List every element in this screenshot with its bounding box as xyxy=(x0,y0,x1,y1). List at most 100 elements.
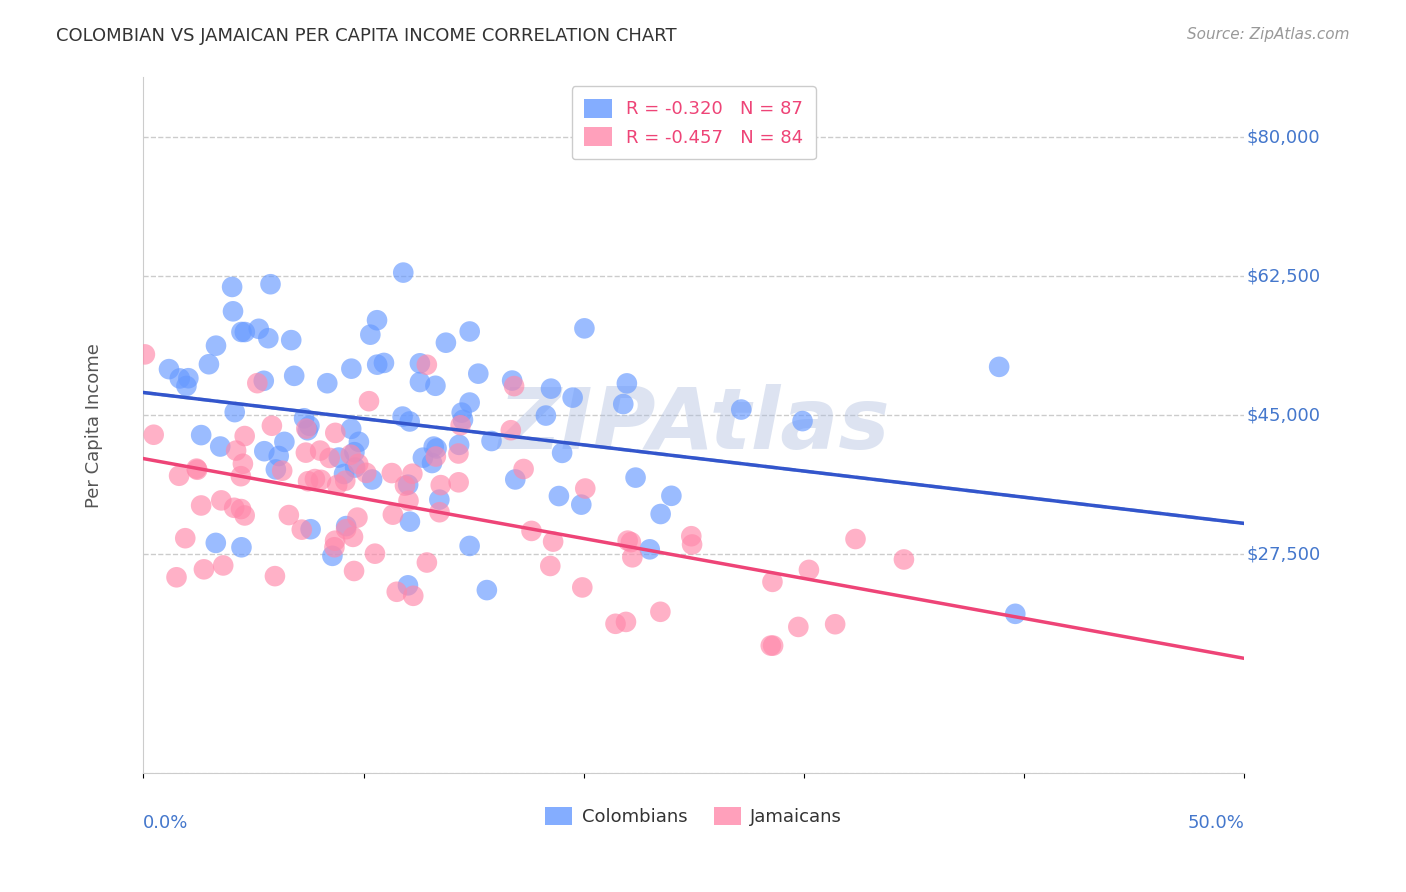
Colombians xyxy=(321,549,343,563)
Jamaicans xyxy=(339,448,361,462)
Jamaicans xyxy=(346,510,368,524)
Colombians xyxy=(231,541,253,555)
Colombians xyxy=(548,489,571,503)
Jamaicans xyxy=(605,616,627,631)
Colombians xyxy=(347,434,370,449)
Jamaicans xyxy=(291,523,314,537)
Jamaicans xyxy=(520,524,543,538)
Jamaicans xyxy=(450,418,472,433)
Jamaicans xyxy=(447,475,470,490)
Jamaicans xyxy=(416,358,439,372)
Jamaicans xyxy=(142,427,165,442)
Jamaicans xyxy=(309,443,332,458)
Jamaicans xyxy=(761,574,783,589)
Jamaicans xyxy=(394,478,416,492)
Jamaicans xyxy=(381,466,404,480)
Colombians xyxy=(280,333,302,347)
Jamaicans xyxy=(402,589,425,603)
Jamaicans xyxy=(186,463,208,477)
Jamaicans xyxy=(425,450,447,464)
Colombians xyxy=(264,462,287,476)
Text: 0.0%: 0.0% xyxy=(143,814,188,832)
Jamaicans xyxy=(335,522,357,536)
Colombians xyxy=(231,325,253,339)
Colombians xyxy=(267,449,290,463)
Colombians xyxy=(247,322,270,336)
Colombians xyxy=(343,445,366,459)
Text: $27,500: $27,500 xyxy=(1247,545,1320,563)
Colombians xyxy=(297,423,319,437)
Colombians xyxy=(1004,607,1026,621)
Colombians xyxy=(366,313,388,327)
Jamaicans xyxy=(354,466,377,480)
Jamaicans xyxy=(323,533,346,548)
Colombians xyxy=(392,266,415,280)
Colombians xyxy=(198,357,221,371)
Jamaicans xyxy=(759,639,782,653)
Colombians xyxy=(420,456,443,470)
Legend: Colombians, Jamaicans: Colombians, Jamaicans xyxy=(538,799,849,833)
Jamaicans xyxy=(844,532,866,546)
Jamaicans xyxy=(650,605,672,619)
Jamaicans xyxy=(297,474,319,488)
Colombians xyxy=(224,405,246,419)
Colombians xyxy=(316,376,339,391)
Jamaicans xyxy=(824,617,846,632)
Text: COLOMBIAN VS JAMAICAN PER CAPITA INCOME CORRELATION CHART: COLOMBIAN VS JAMAICAN PER CAPITA INCOME … xyxy=(56,27,676,45)
Jamaicans xyxy=(209,493,232,508)
Colombians xyxy=(333,467,356,481)
Colombians xyxy=(335,519,357,533)
Jamaicans xyxy=(295,445,318,459)
Colombians xyxy=(205,339,228,353)
Colombians xyxy=(569,498,592,512)
Text: 50.0%: 50.0% xyxy=(1188,814,1244,832)
Jamaicans xyxy=(416,556,439,570)
Jamaicans xyxy=(174,531,197,545)
Jamaicans xyxy=(429,478,451,492)
Jamaicans xyxy=(186,461,208,475)
Colombians xyxy=(661,489,683,503)
Jamaicans xyxy=(787,620,810,634)
Colombians xyxy=(209,440,232,454)
Colombians xyxy=(359,327,381,342)
Jamaicans xyxy=(190,499,212,513)
Colombians xyxy=(650,507,672,521)
Colombians xyxy=(361,473,384,487)
Jamaicans xyxy=(503,379,526,393)
Colombians xyxy=(344,460,367,475)
Text: ZIPAtlas: ZIPAtlas xyxy=(498,384,890,467)
Colombians xyxy=(396,477,419,491)
Jamaicans xyxy=(326,478,349,492)
Colombians xyxy=(458,539,481,553)
Colombians xyxy=(449,438,471,452)
Colombians xyxy=(467,367,489,381)
Colombians xyxy=(426,442,449,456)
Colombians xyxy=(481,434,503,448)
Colombians xyxy=(176,379,198,393)
Colombians xyxy=(551,446,574,460)
Colombians xyxy=(273,434,295,449)
Text: $80,000: $80,000 xyxy=(1247,128,1320,146)
Jamaicans xyxy=(225,443,247,458)
Jamaicans xyxy=(347,457,370,471)
Colombians xyxy=(222,304,245,318)
Jamaicans xyxy=(229,502,252,516)
Jamaicans xyxy=(571,581,593,595)
Colombians xyxy=(299,522,322,536)
Colombians xyxy=(638,542,661,557)
Jamaicans xyxy=(398,493,420,508)
Jamaicans xyxy=(893,552,915,566)
Jamaicans xyxy=(681,529,703,543)
Jamaicans xyxy=(229,469,252,483)
Jamaicans xyxy=(212,558,235,573)
Colombians xyxy=(730,402,752,417)
Colombians xyxy=(475,583,498,598)
Colombians xyxy=(169,371,191,385)
Colombians xyxy=(425,378,447,392)
Jamaicans xyxy=(616,533,638,548)
Colombians xyxy=(340,422,363,436)
Jamaicans xyxy=(512,462,534,476)
Colombians xyxy=(396,578,419,592)
Colombians xyxy=(450,406,472,420)
Colombians xyxy=(501,374,523,388)
